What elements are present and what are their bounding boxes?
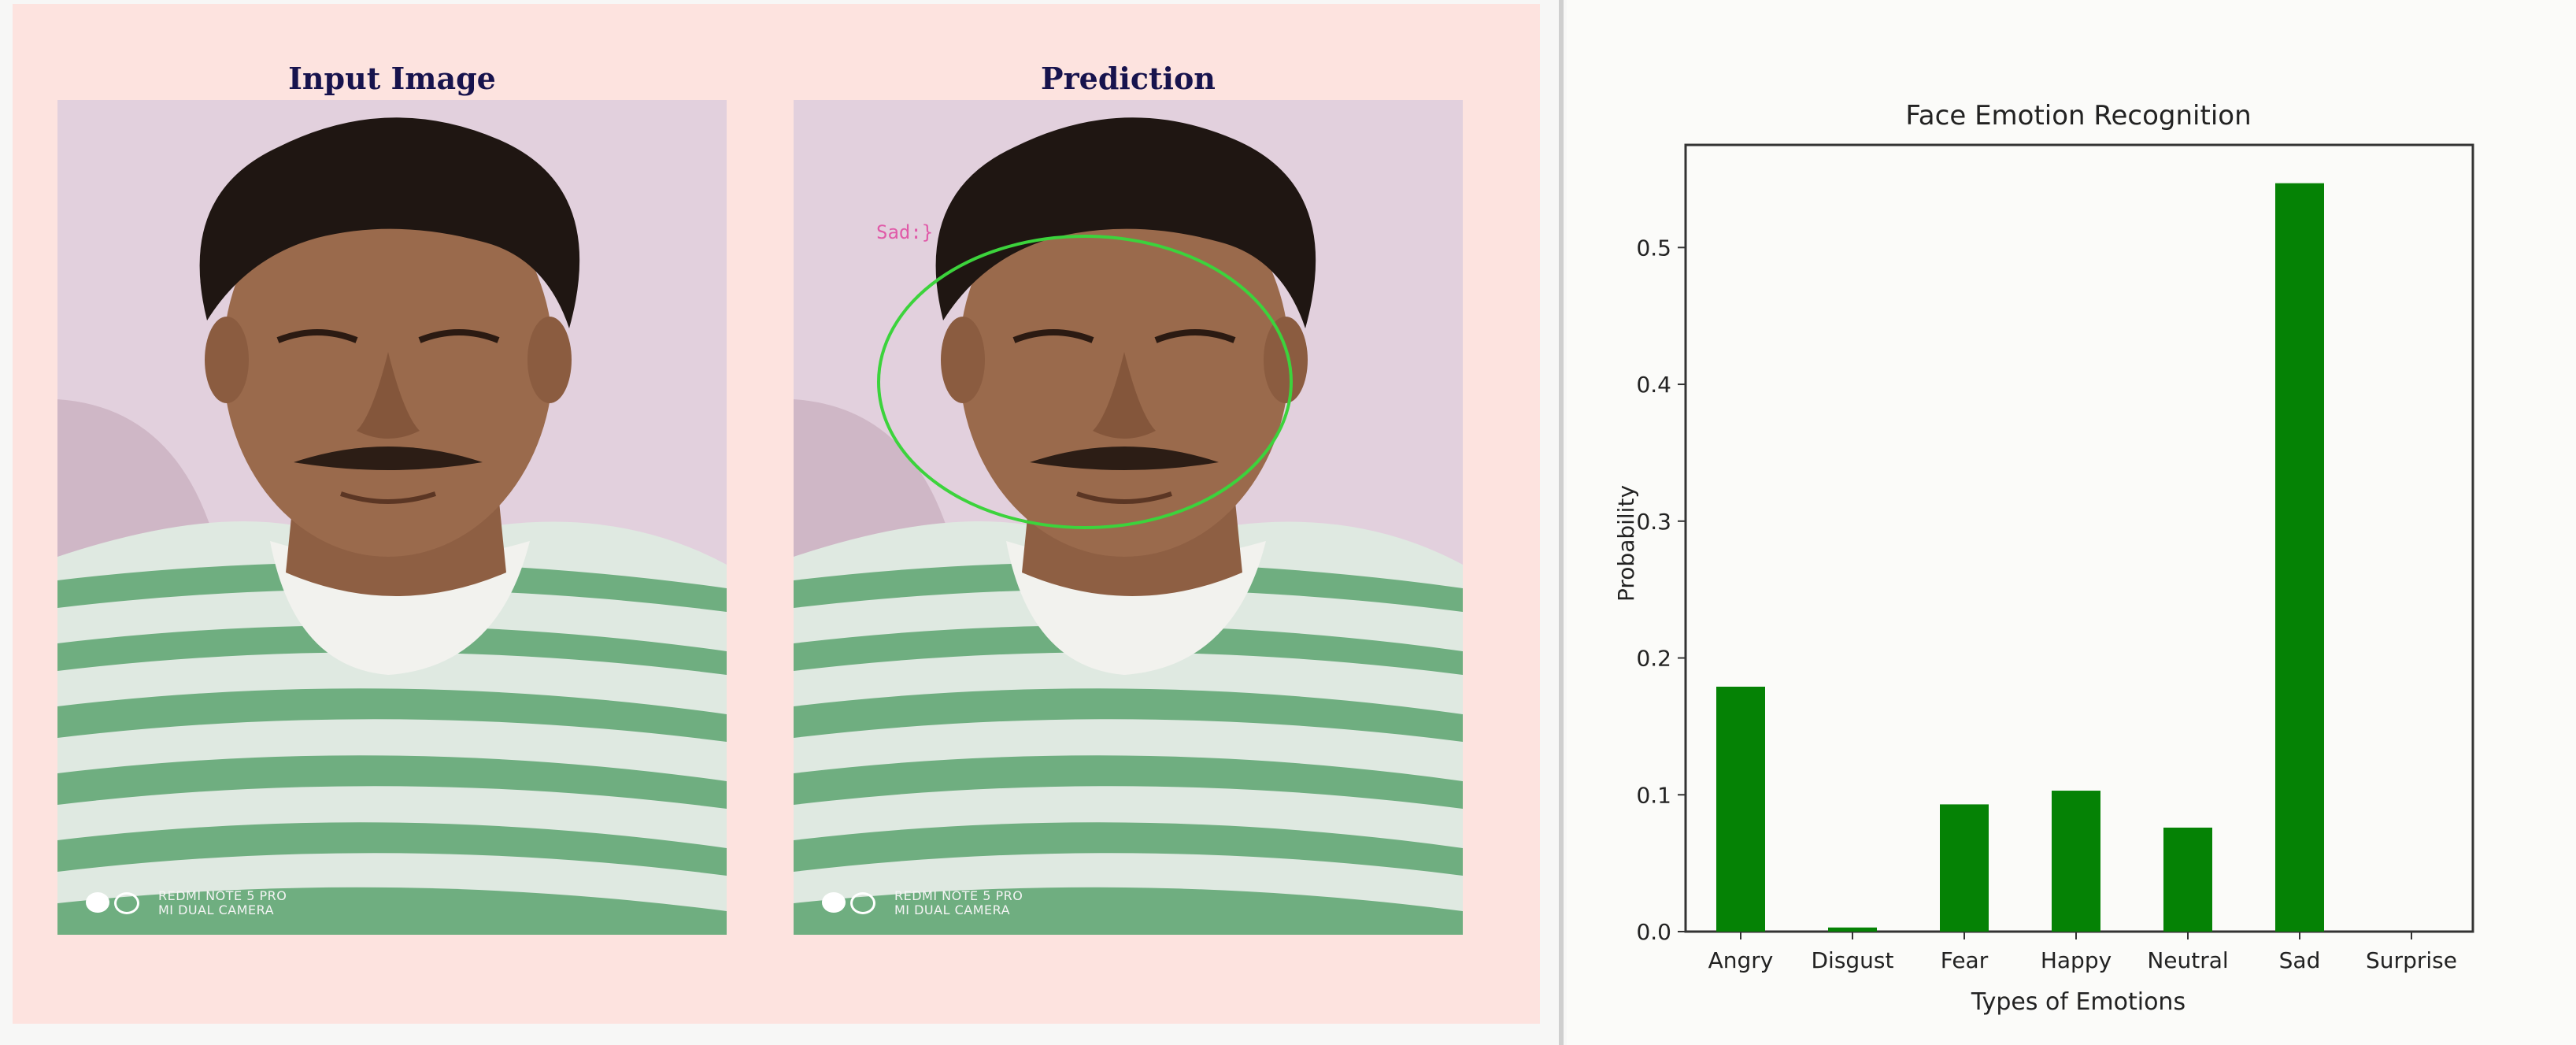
emotion-bar-chart: Face Emotion Recognition Types of Emotio… <box>1613 100 2474 1016</box>
face-detection-ellipse <box>877 235 1293 529</box>
watermark-line-2: MI DUAL CAMERA <box>894 902 1011 917</box>
bar-neutral <box>2163 827 2212 932</box>
y-tick-label: 0.2 <box>1636 646 1671 672</box>
bar-sad <box>2275 183 2324 932</box>
x-tick-label: Disgust <box>1811 947 1893 973</box>
panel-divider <box>1559 0 1564 1045</box>
y-axis-label: Probability <box>1613 485 1639 602</box>
watermark-line-1: REDMI NOTE 5 PRO <box>894 888 1023 903</box>
input-image: REDMI NOTE 5 PRO MI DUAL CAMERA <box>57 100 727 935</box>
camera-watermark: REDMI NOTE 5 PRO MI DUAL CAMERA <box>86 889 287 917</box>
x-axis-label: Types of Emotions <box>1971 988 2186 1016</box>
y-tick-label: 0.0 <box>1636 919 1671 945</box>
x-tick-label: Neutral <box>2147 947 2228 973</box>
bar-disgust <box>1828 927 1877 932</box>
y-tick-label: 0.5 <box>1636 235 1671 261</box>
x-tick-label: Angry <box>1708 947 1774 973</box>
bar-angry <box>1716 687 1765 932</box>
prediction-image: Sad:} REDMI NOTE 5 PRO MI DUAL CAMERA <box>794 100 1463 935</box>
watermark-line-2: MI DUAL CAMERA <box>158 902 275 917</box>
portrait-illustration <box>57 100 727 935</box>
prediction-image-title: Prediction <box>1041 61 1216 96</box>
x-tick-label: Fear <box>1941 947 1989 973</box>
y-tick-label: 0.3 <box>1636 509 1671 535</box>
x-tick-label: Happy <box>2041 947 2112 973</box>
y-tick-label: 0.4 <box>1636 372 1671 398</box>
image-comparison-panel: Input Image <box>13 4 1540 1024</box>
y-tick-label: 0.1 <box>1636 782 1671 808</box>
camera-watermark: REDMI NOTE 5 PRO MI DUAL CAMERA <box>822 889 1023 917</box>
watermark-line-1: REDMI NOTE 5 PRO <box>158 888 287 903</box>
input-image-title: Input Image <box>288 61 496 96</box>
chart-panel: Face Emotion Recognition Types of Emotio… <box>1567 0 2576 1045</box>
x-tick-label: Sad <box>2279 947 2321 973</box>
bar-happy <box>2052 791 2100 932</box>
bar-fear <box>1940 804 1989 932</box>
portrait-illustration: Sad:} <box>794 100 1463 935</box>
prediction-label: Sad:} <box>876 221 933 243</box>
chart-title: Face Emotion Recognition <box>1905 100 2251 132</box>
x-tick-label: Surprise <box>2366 947 2457 973</box>
